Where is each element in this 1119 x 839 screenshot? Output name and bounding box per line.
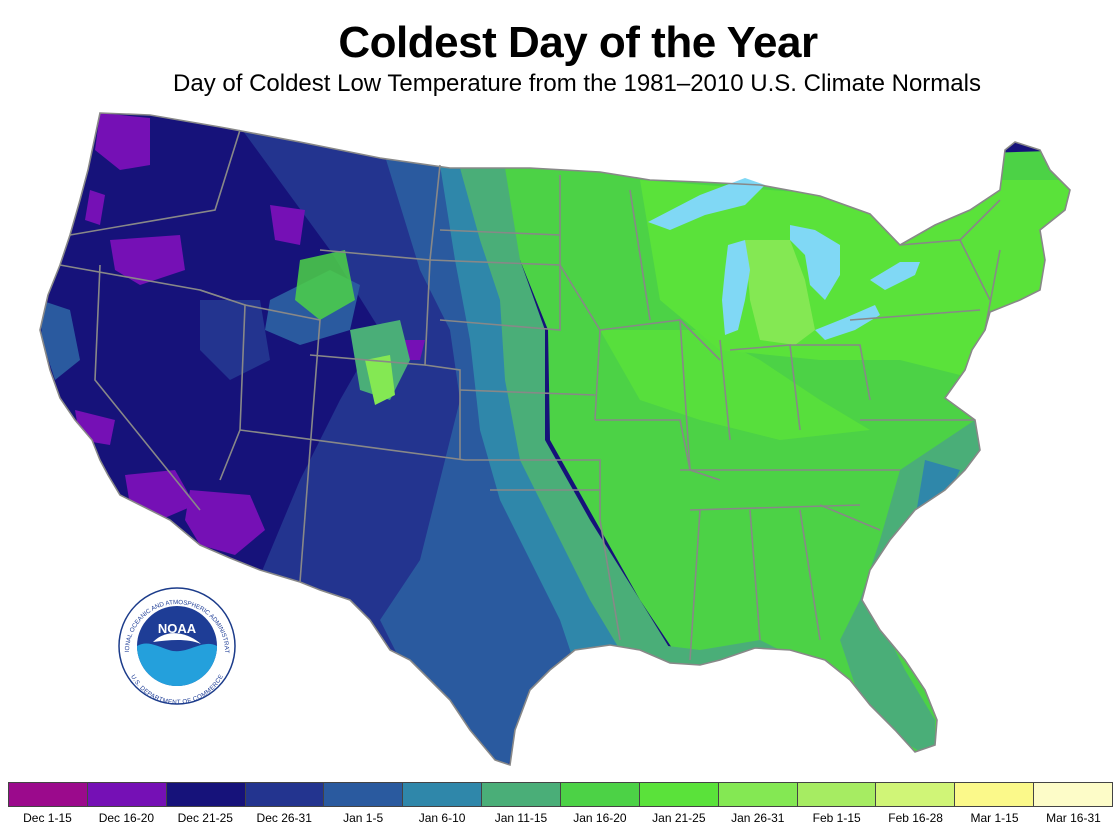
- lake-ontario: [870, 262, 920, 290]
- legend-swatch: [403, 783, 483, 806]
- legend-label: Feb 1-15: [812, 811, 861, 825]
- legend-swatch: [9, 783, 88, 806]
- lake-superior: [648, 178, 765, 230]
- legend-swatch: [245, 783, 325, 806]
- legend-label: Dec 16-20: [98, 811, 155, 825]
- legend-label: Jan 16-20: [573, 811, 627, 825]
- great-lakes: [648, 178, 920, 340]
- legend-label: Dec 26-31: [256, 811, 312, 825]
- legend-labels: Dec 1-15 Dec 16-20 Dec 21-25 Dec 26-31 Jan 1…: [8, 811, 1113, 825]
- legend-swatch: [561, 783, 640, 806]
- noaa-logo: NOAA NATIONAL OCEANIC AND ATMOSPHERIC AD…: [118, 587, 236, 706]
- state-borders: [39, 112, 1071, 766]
- legend-label: Jan 6-10: [418, 811, 466, 825]
- legend-swatch: [324, 783, 404, 806]
- legend-swatch: [482, 783, 562, 806]
- legend: Dec 1-15 Dec 16-20 Dec 21-25 Dec 26-31 Jan 1…: [8, 782, 1113, 830]
- legend-label: Feb 16-28: [888, 811, 943, 825]
- legend-swatch: [876, 783, 956, 806]
- noaa-logo-text: NOAA: [158, 621, 197, 636]
- legend-label: Jan 21-25: [652, 811, 706, 825]
- legend-swatch: [87, 783, 167, 806]
- legend-label: Mar 1-15: [970, 811, 1019, 825]
- legend-swatch: [1034, 783, 1113, 806]
- legend-label: Dec 21-25: [177, 811, 233, 825]
- map-title: Coldest Day of the Year: [338, 18, 818, 67]
- lake-erie: [815, 305, 880, 340]
- lake-michigan: [722, 240, 750, 335]
- legend-label: Mar 16-31: [1046, 811, 1101, 825]
- map-subtitle: Day of Coldest Low Temperature from the …: [173, 70, 981, 97]
- legend-swatch: [718, 783, 798, 806]
- legend-swatches: [8, 782, 1113, 807]
- legend-swatch: [955, 783, 1035, 806]
- legend-label: Jan 26-31: [731, 811, 785, 825]
- legend-label: Jan 1-5: [343, 811, 384, 825]
- legend-label: Dec 1-15: [23, 811, 72, 825]
- legend-swatch: [639, 783, 719, 806]
- legend-label: Jan 11-15: [494, 811, 548, 825]
- lake-huron: [790, 225, 840, 300]
- legend-swatch: [166, 783, 246, 806]
- legend-swatch: [797, 783, 877, 806]
